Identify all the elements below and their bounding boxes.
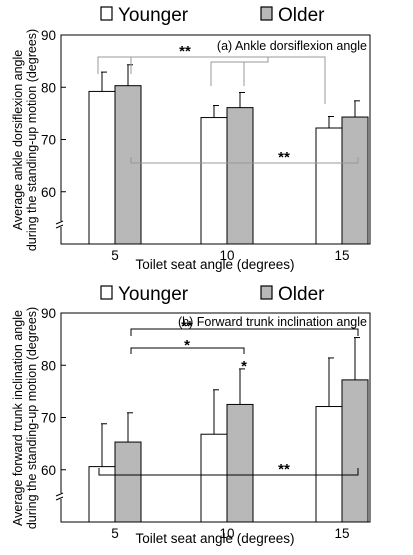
- legend-label-younger: Younger: [118, 5, 189, 26]
- chart-title-a: (a) Ankle dorsiflexion angle: [217, 39, 367, 53]
- chart-title-b: (b) Forward trunk inclination angle: [178, 315, 367, 329]
- axis-break-b: [55, 492, 66, 501]
- legend-b: Younger Older: [100, 284, 325, 305]
- significance-b: [98, 328, 359, 476]
- sig-label-b-top: **: [181, 318, 193, 335]
- y-ticks-b: 60 70 80 90: [41, 306, 66, 478]
- sig-label-b-bottom: **: [278, 461, 290, 478]
- x-tick-label-b-0: 5: [111, 526, 119, 541]
- y-axis-label-a-line1: Average ankle dorsiflexion angle: [11, 50, 25, 230]
- x-tick-label-a-0: 5: [111, 248, 119, 263]
- bar-b-older-5: [114, 441, 142, 523]
- legend-a: Younger Older: [100, 5, 325, 26]
- legend-label-older-b: Older: [278, 284, 325, 305]
- x-tick-label-a-1: 10: [219, 248, 234, 263]
- y-tick-label-b-2: 80: [41, 358, 56, 373]
- x-tick-label-a-2: 15: [334, 248, 349, 263]
- panel-a: Younger Older 60 70 80 90 5 10 15 (a) Ankle d…: [11, 5, 371, 272]
- bar-b-older-10: [226, 403, 254, 523]
- bracket-b-top: [130, 328, 359, 336]
- bracket-a-top-outer: [97, 56, 326, 104]
- y-tick-label-b-0: 60: [41, 463, 56, 478]
- legend-swatch-older-b: [260, 285, 273, 300]
- axis-break-a: [55, 220, 66, 229]
- y-tick-label-a-3: 90: [41, 28, 56, 43]
- x-axis-label-a: Toilet seat angle (degrees): [135, 257, 294, 272]
- bar-a-older-10: [226, 107, 254, 245]
- x-tick-label-b-2: 15: [334, 526, 349, 541]
- y-axis-label-a-line2: during the standing-up motion (degrees): [25, 29, 39, 251]
- bar-a-younger-15: [315, 127, 343, 245]
- legend-label-older: Older: [278, 5, 325, 26]
- x-ticks-a: 5 10 15: [111, 240, 350, 263]
- bars-a: [88, 64, 369, 245]
- x-tick-label-b-1: 10: [219, 526, 234, 541]
- bar-b-older-15: [341, 379, 369, 523]
- bracket-a-bottom: [130, 157, 359, 164]
- legend-label-younger-b: Younger: [118, 284, 189, 305]
- sig-label-b-mid: *: [184, 337, 190, 354]
- bar-a-younger-10: [200, 117, 228, 245]
- y-axis-label-b-line2: during the standing-up motion (degrees): [25, 307, 39, 529]
- bars-b: [88, 337, 369, 523]
- bar-a-younger-5: [88, 90, 116, 245]
- bar-a-older-5: [114, 85, 142, 245]
- bar-b-younger-15: [315, 406, 343, 523]
- legend-swatch-younger-b: [100, 285, 113, 300]
- y-tick-label-b-3: 90: [41, 306, 56, 321]
- y-tick-label-a-0: 60: [41, 185, 56, 200]
- y-ticks-a: 60 70 80 90: [41, 28, 66, 200]
- sig-label-b-older10: *: [241, 358, 247, 375]
- sig-label-a-bottom: **: [278, 149, 290, 166]
- legend-swatch-older: [260, 6, 273, 21]
- y-tick-label-a-2: 80: [41, 80, 56, 95]
- y-axis-label-b-line1: Average forward trunk inclination angle: [11, 310, 25, 526]
- x-ticks-b: 5 10 15: [111, 518, 350, 541]
- panel-b: Younger Older 60 70 80 90 5 10 15 (b) Forward…: [11, 284, 371, 546]
- bar-b-younger-5: [88, 466, 116, 523]
- bar-b-younger-10: [200, 433, 228, 523]
- x-axis-label-b: Toilet seat angle (degrees): [135, 531, 294, 546]
- legend-swatch-younger: [100, 6, 113, 21]
- y-tick-label-b-1: 70: [41, 411, 56, 426]
- bracket-b-bottom: [98, 468, 359, 476]
- bar-a-older-15: [341, 116, 369, 245]
- bracket-b-mid: [130, 347, 245, 354]
- significance-a: [97, 56, 359, 164]
- sig-label-a-top: **: [179, 43, 191, 60]
- y-tick-label-a-1: 70: [41, 133, 56, 148]
